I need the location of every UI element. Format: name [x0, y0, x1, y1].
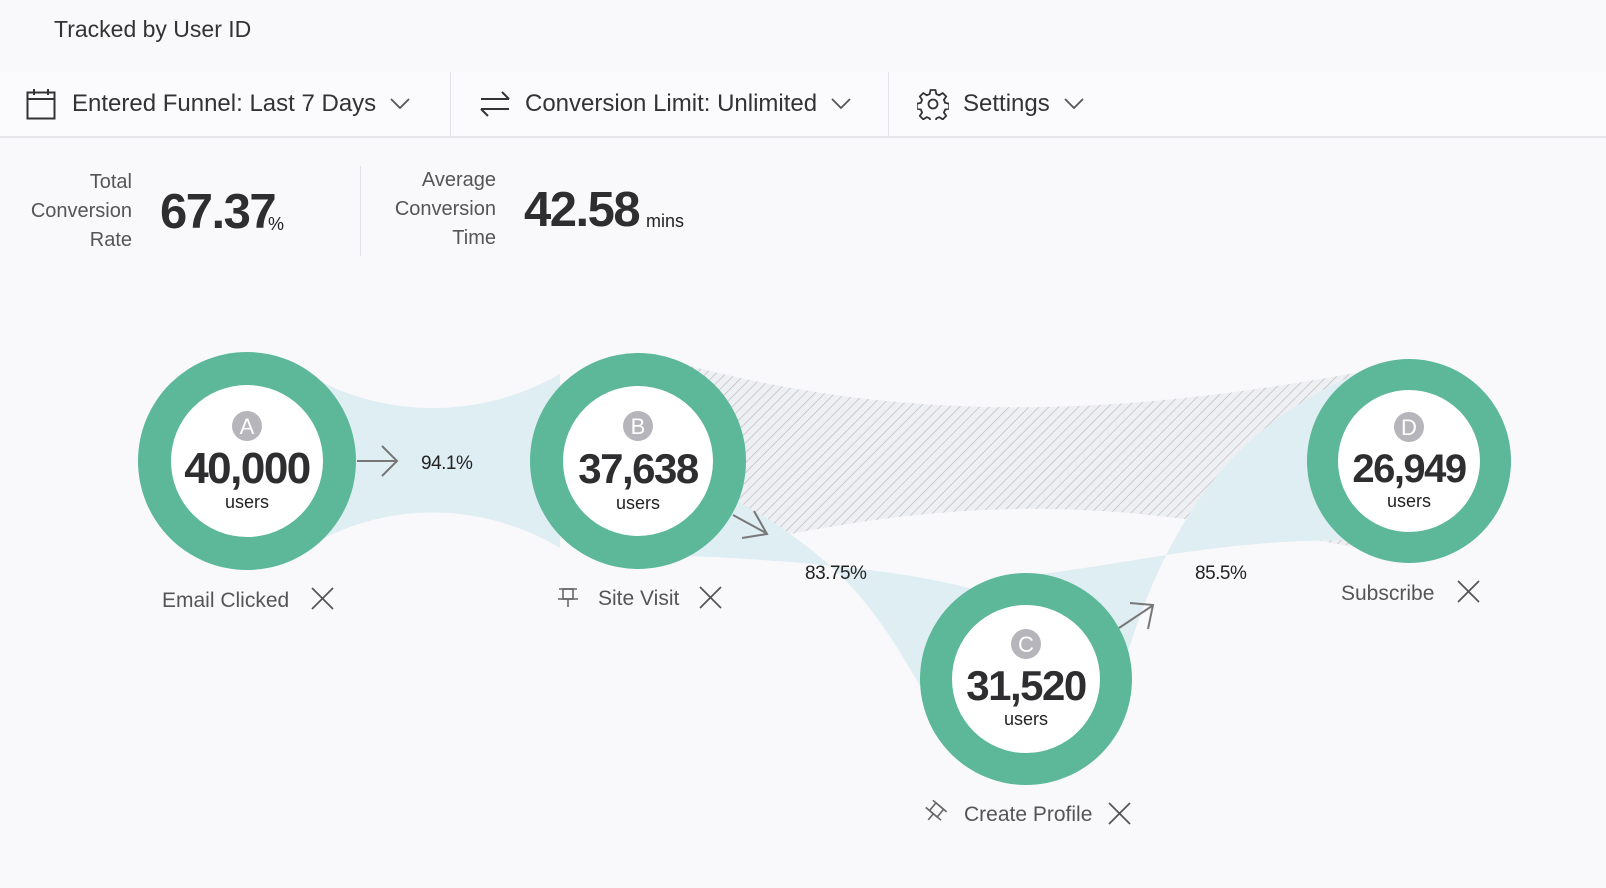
chevron-down-icon	[831, 98, 851, 110]
toolbar-divider	[450, 72, 451, 136]
step-unit: users	[225, 492, 269, 512]
toolbar-divider	[888, 72, 889, 136]
conversion-limit-label: Conversion Limit: Unlimited	[525, 90, 818, 117]
label-line: Conversion	[394, 198, 496, 220]
step-name-site-visit: Site Visit	[598, 587, 679, 610]
avg-conversion-time-label: Average Conversion Time	[395, 166, 496, 253]
label-line: Rate	[89, 229, 132, 251]
label-line: Conversion	[30, 200, 132, 222]
date-filter-label: Entered Funnel: Last 7 Days	[72, 90, 377, 117]
swap-arrows-icon	[480, 91, 510, 117]
step-letter: D	[1401, 415, 1417, 440]
remove-step-close-icon[interactable]	[1457, 580, 1480, 603]
remove-step-close-icon[interactable]	[311, 587, 334, 610]
conversion-rate-c-d: 85.5%	[1195, 563, 1247, 584]
stats-divider	[360, 166, 361, 256]
avg-conversion-time-value: 42.58	[524, 183, 641, 237]
date-filter-dropdown[interactable]: Entered Funnel: Last 7 Days	[26, 72, 410, 136]
funnel-toolbar: Entered Funnel: Last 7 Days Conversion L…	[0, 72, 1606, 138]
remove-step-close-icon[interactable]	[1108, 802, 1131, 825]
tracked-by-label: Tracked by User ID	[54, 16, 252, 42]
label-line: Total	[89, 171, 132, 193]
step-name-subscribe: Subscribe	[1341, 582, 1434, 605]
funnel-step-c[interactable]: C 31,520 users	[920, 573, 1132, 785]
step-unit: users	[1004, 709, 1048, 729]
calendar-icon	[26, 89, 56, 120]
step-letter: B	[631, 414, 646, 439]
step-count: 31,520	[966, 662, 1086, 709]
arrow-down-right-icon	[732, 510, 769, 539]
settings-dropdown[interactable]: Settings	[917, 72, 1084, 136]
arrow-up-right-icon	[1118, 602, 1155, 630]
step-name-create-profile: Create Profile	[964, 803, 1092, 826]
total-conversion-rate-unit: %	[268, 214, 285, 234]
pin-icon[interactable]	[558, 588, 578, 607]
header-bar: Tracked by User ID	[0, 0, 1606, 73]
flow-band-a-b	[300, 370, 560, 552]
step-letter: C	[1018, 632, 1034, 657]
pin-icon[interactable]	[921, 799, 948, 827]
step-letter: A	[240, 414, 255, 439]
conversion-rate-a-b: 94.1%	[421, 453, 473, 474]
remove-step-close-icon[interactable]	[699, 586, 722, 609]
step-unit: users	[1387, 491, 1431, 511]
gear-icon	[917, 89, 949, 120]
step-count: 40,000	[184, 444, 310, 493]
settings-label: Settings	[963, 90, 1050, 117]
label-line: Time	[452, 227, 496, 249]
avg-conversion-time-unit: mins	[646, 211, 685, 231]
conversion-limit-dropdown[interactable]: Conversion Limit: Unlimited	[479, 72, 851, 136]
step-count: 37,638	[578, 445, 699, 492]
chevron-down-icon	[390, 98, 410, 110]
funnel-step-b[interactable]: B 37,638 users	[530, 353, 746, 569]
chevron-down-icon	[1064, 98, 1084, 110]
arrow-right-icon	[357, 445, 399, 477]
step-name-email-clicked: Email Clicked	[162, 589, 289, 612]
step-unit: users	[616, 493, 660, 513]
funnel-step-d[interactable]: D 26,949 users	[1307, 359, 1511, 563]
label-line: Average	[421, 169, 496, 191]
step-count: 26,949	[1352, 447, 1466, 491]
total-conversion-rate-label: Total Conversion Rate	[31, 168, 132, 255]
funnel-step-a[interactable]: A 40,000 users	[138, 352, 356, 570]
conversion-rate-b-c: 83.75%	[805, 563, 867, 584]
total-conversion-rate-value: 67.37	[160, 185, 277, 239]
dropoff-band	[690, 366, 1360, 556]
